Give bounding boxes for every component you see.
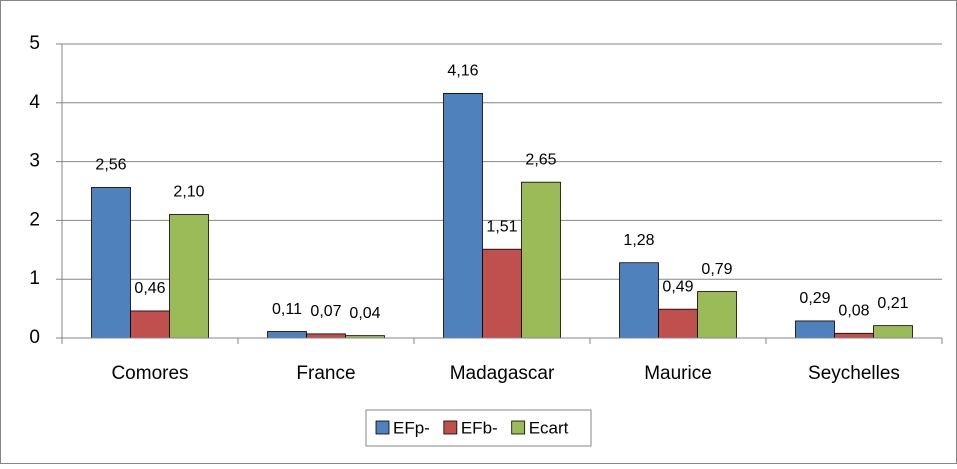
bar <box>443 92 483 339</box>
data-label: 2,56 <box>95 157 126 174</box>
bar <box>482 248 522 339</box>
data-label: 0,79 <box>701 261 732 278</box>
legend-swatch <box>511 420 526 435</box>
data-label: 0,07 <box>310 303 341 320</box>
bar <box>834 332 874 339</box>
data-label: 0,46 <box>134 280 165 297</box>
bar <box>306 333 346 339</box>
data-label: 4,16 <box>447 63 478 80</box>
data-label: 0,29 <box>799 290 830 307</box>
y-tick-label: 5 <box>29 33 40 54</box>
x-tick-label: Maurice <box>644 363 712 384</box>
bar <box>130 310 170 339</box>
legend-label: Ecart <box>529 418 569 437</box>
y-tick-label: 0 <box>29 327 40 348</box>
bar <box>795 320 835 339</box>
y-tick-label: 2 <box>29 209 40 230</box>
x-tick-label: Comores <box>111 363 188 384</box>
bar <box>619 262 659 339</box>
bar <box>267 331 307 339</box>
bar <box>91 187 131 339</box>
y-tick-label: 1 <box>29 268 40 289</box>
x-tick-label: France <box>296 363 355 384</box>
legend-box <box>365 409 592 447</box>
data-label: 0,04 <box>349 305 380 322</box>
legend-swatch <box>443 420 458 435</box>
bar <box>169 214 209 339</box>
data-label: 0,49 <box>662 278 693 295</box>
y-tick-label: 4 <box>29 92 40 113</box>
data-label: 0,21 <box>877 295 908 312</box>
bar <box>873 325 913 339</box>
data-label: 2,65 <box>525 151 556 168</box>
data-label: 0,11 <box>272 301 302 318</box>
legend-swatch <box>375 420 390 435</box>
y-tick-label: 3 <box>29 151 40 172</box>
bar <box>697 291 737 339</box>
x-tick-label: Seychelles <box>808 363 900 384</box>
data-label: 0,08 <box>838 303 869 320</box>
bar <box>521 181 561 339</box>
data-label: 2,10 <box>173 184 204 201</box>
legend-label: EFp- <box>393 418 430 437</box>
data-label: 1,51 <box>486 218 517 235</box>
data-label: 1,28 <box>623 232 654 249</box>
x-tick-label: Madagascar <box>450 363 555 384</box>
legend-label: EFb- <box>461 418 498 437</box>
bar <box>658 308 698 339</box>
